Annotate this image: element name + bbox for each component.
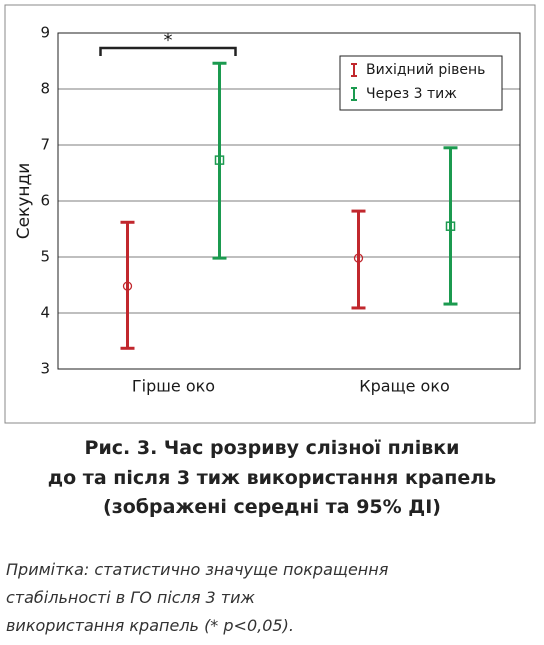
significance-label: * — [164, 30, 173, 51]
note-line: стабільності в ГО після 3 тиж — [6, 588, 255, 607]
legend-box — [339, 55, 503, 111]
y-tick-label: 4 — [40, 304, 50, 322]
note-line: Примітка: статистично значуще покращення — [6, 560, 389, 579]
caption-line: Рис. 3. Час розриву слізної плівки — [84, 437, 460, 459]
y-axis-label: Секунди — [14, 163, 34, 240]
legend-label: Вихідний рівень — [366, 62, 485, 78]
note-line: використання крапель (* p<0,05). — [6, 616, 294, 635]
x-tick-label: Гірше око — [132, 377, 215, 396]
x-tick-label: Краще око — [359, 377, 450, 396]
chart: Секунди 3 4 5 6 7 8 9 Гірше око Краще око * Вихідн… — [4, 4, 536, 424]
caption-line: до та після 3 тиж використання крапель — [47, 467, 497, 489]
y-tick-label: 7 — [40, 136, 50, 154]
legend-label: Через 3 тиж — [366, 86, 457, 102]
marker — [353, 253, 364, 263]
y-tick-label: 9 — [40, 24, 50, 42]
y-tick-label: 8 — [40, 80, 50, 98]
y-tick-label: 6 — [40, 192, 50, 210]
chart-frame — [4, 4, 536, 424]
caption-line: (зображені середні та 95% ДІ) — [103, 496, 441, 518]
plot-frame — [57, 32, 521, 370]
y-tick-label: 3 — [40, 360, 50, 378]
marker — [214, 155, 225, 165]
y-tick-label: 5 — [40, 248, 50, 266]
significance-bracket — [99, 46, 237, 56]
marker — [122, 281, 133, 291]
marker — [445, 221, 456, 231]
